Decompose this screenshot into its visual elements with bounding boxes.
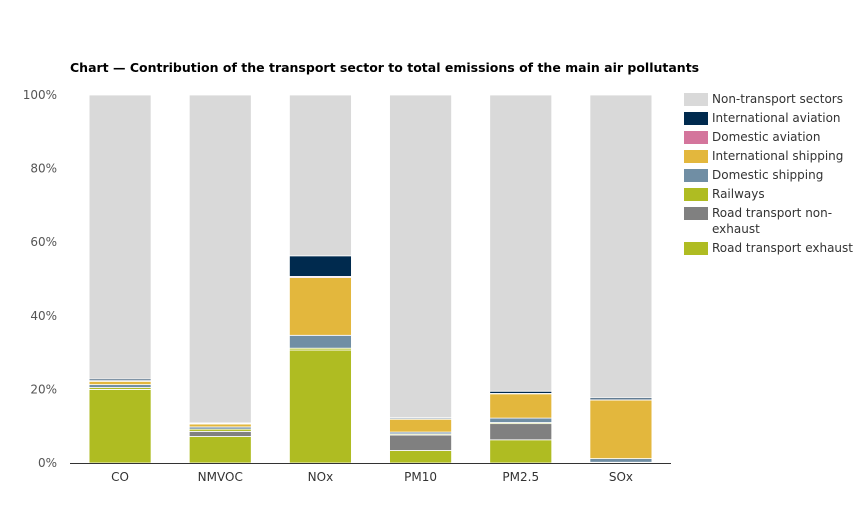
legend-label: Non-transport sectors (712, 92, 843, 106)
bar-segment-pm25-1 (489, 423, 553, 441)
stacked-bar-chart: 0% 20% 40% 60% 80% 100% CO NMVOC NOx PM10 PM2.5 SOx (23, 88, 671, 484)
bar-segment-co-0 (88, 388, 152, 464)
chart-title: Chart — Contribution of the transport se… (70, 60, 700, 75)
bar-segment-pm25-7 (489, 94, 553, 392)
x-tick-label: NMVOC (198, 470, 243, 484)
legend-swatch (684, 207, 708, 220)
bar-segment-nmvoc-4 (188, 423, 252, 428)
x-tick-label: PM10 (404, 470, 437, 484)
bar-segment-sox-3 (589, 458, 653, 463)
legend-label: Road transport exhaust (712, 241, 853, 255)
x-tick-label: SOx (609, 470, 633, 484)
x-tick-label: CO (111, 470, 129, 484)
bar-segment-pm10-1 (389, 434, 452, 451)
legend-label: Road transport non-exhaust (712, 206, 833, 236)
y-tick-label: 20% (30, 382, 57, 396)
bar-segment-nmvoc-0 (188, 436, 252, 464)
bar-segment-co-3 (88, 384, 152, 388)
bar-segment-sox-7 (589, 94, 653, 399)
bar-segment-nox-4 (289, 277, 352, 336)
bar-segment-nox-3 (289, 334, 352, 349)
legend-item: Non-transport sectors (684, 91, 859, 107)
legend-label: International aviation (712, 111, 841, 125)
legend-swatch (684, 112, 708, 125)
legend-swatch (684, 93, 708, 106)
legend-item: International shipping (684, 148, 859, 164)
legend-label: Railways (712, 187, 765, 201)
legend-label: Domestic shipping (712, 168, 824, 182)
bar-segment-nox-7 (289, 94, 352, 257)
legend-label: Domestic aviation (712, 130, 821, 144)
chart-legend: Non-transport sectors International aviat… (684, 91, 859, 259)
legend-item: Road transport exhaust (684, 240, 859, 256)
legend-item: Road transport non-exhaust (684, 205, 859, 237)
legend-item: International aviation (684, 110, 859, 126)
bar-segment-pm25-0 (489, 439, 553, 464)
y-tick-label: 40% (30, 309, 57, 323)
bar-segment-co-4 (88, 380, 152, 386)
legend-item: Domestic aviation (684, 129, 859, 145)
x-tick-label: NOx (308, 470, 334, 484)
bar-segment-pm25-4 (489, 393, 553, 419)
legend-item: Railways (684, 186, 859, 202)
y-tick-label: 0% (38, 456, 57, 470)
bar-segment-sox-4 (589, 399, 653, 459)
legend-swatch (684, 188, 708, 201)
y-tick-label: 60% (30, 235, 57, 249)
legend-item: Domestic shipping (684, 167, 859, 183)
bar-segment-pm25-3 (489, 417, 553, 423)
legend-label: International shipping (712, 149, 844, 163)
y-tick-label: 80% (30, 162, 57, 176)
legend-swatch (684, 169, 708, 182)
y-tick-label: 100% (23, 88, 57, 102)
bar-segment-nmvoc-7 (188, 94, 252, 424)
legend-swatch (684, 131, 708, 144)
bar-segment-nox-6 (289, 255, 352, 277)
bar-segment-co-7 (88, 94, 152, 380)
bar-segment-pm10-7 (389, 94, 452, 419)
legend-swatch (684, 150, 708, 163)
bar-segment-pm10-4 (389, 418, 452, 433)
legend-swatch (684, 242, 708, 255)
bar-segment-nmvoc-1 (188, 430, 252, 437)
bar-segment-pm10-0 (389, 450, 452, 464)
bar-segment-nox-0 (289, 349, 352, 464)
x-tick-label: PM2.5 (502, 470, 539, 484)
